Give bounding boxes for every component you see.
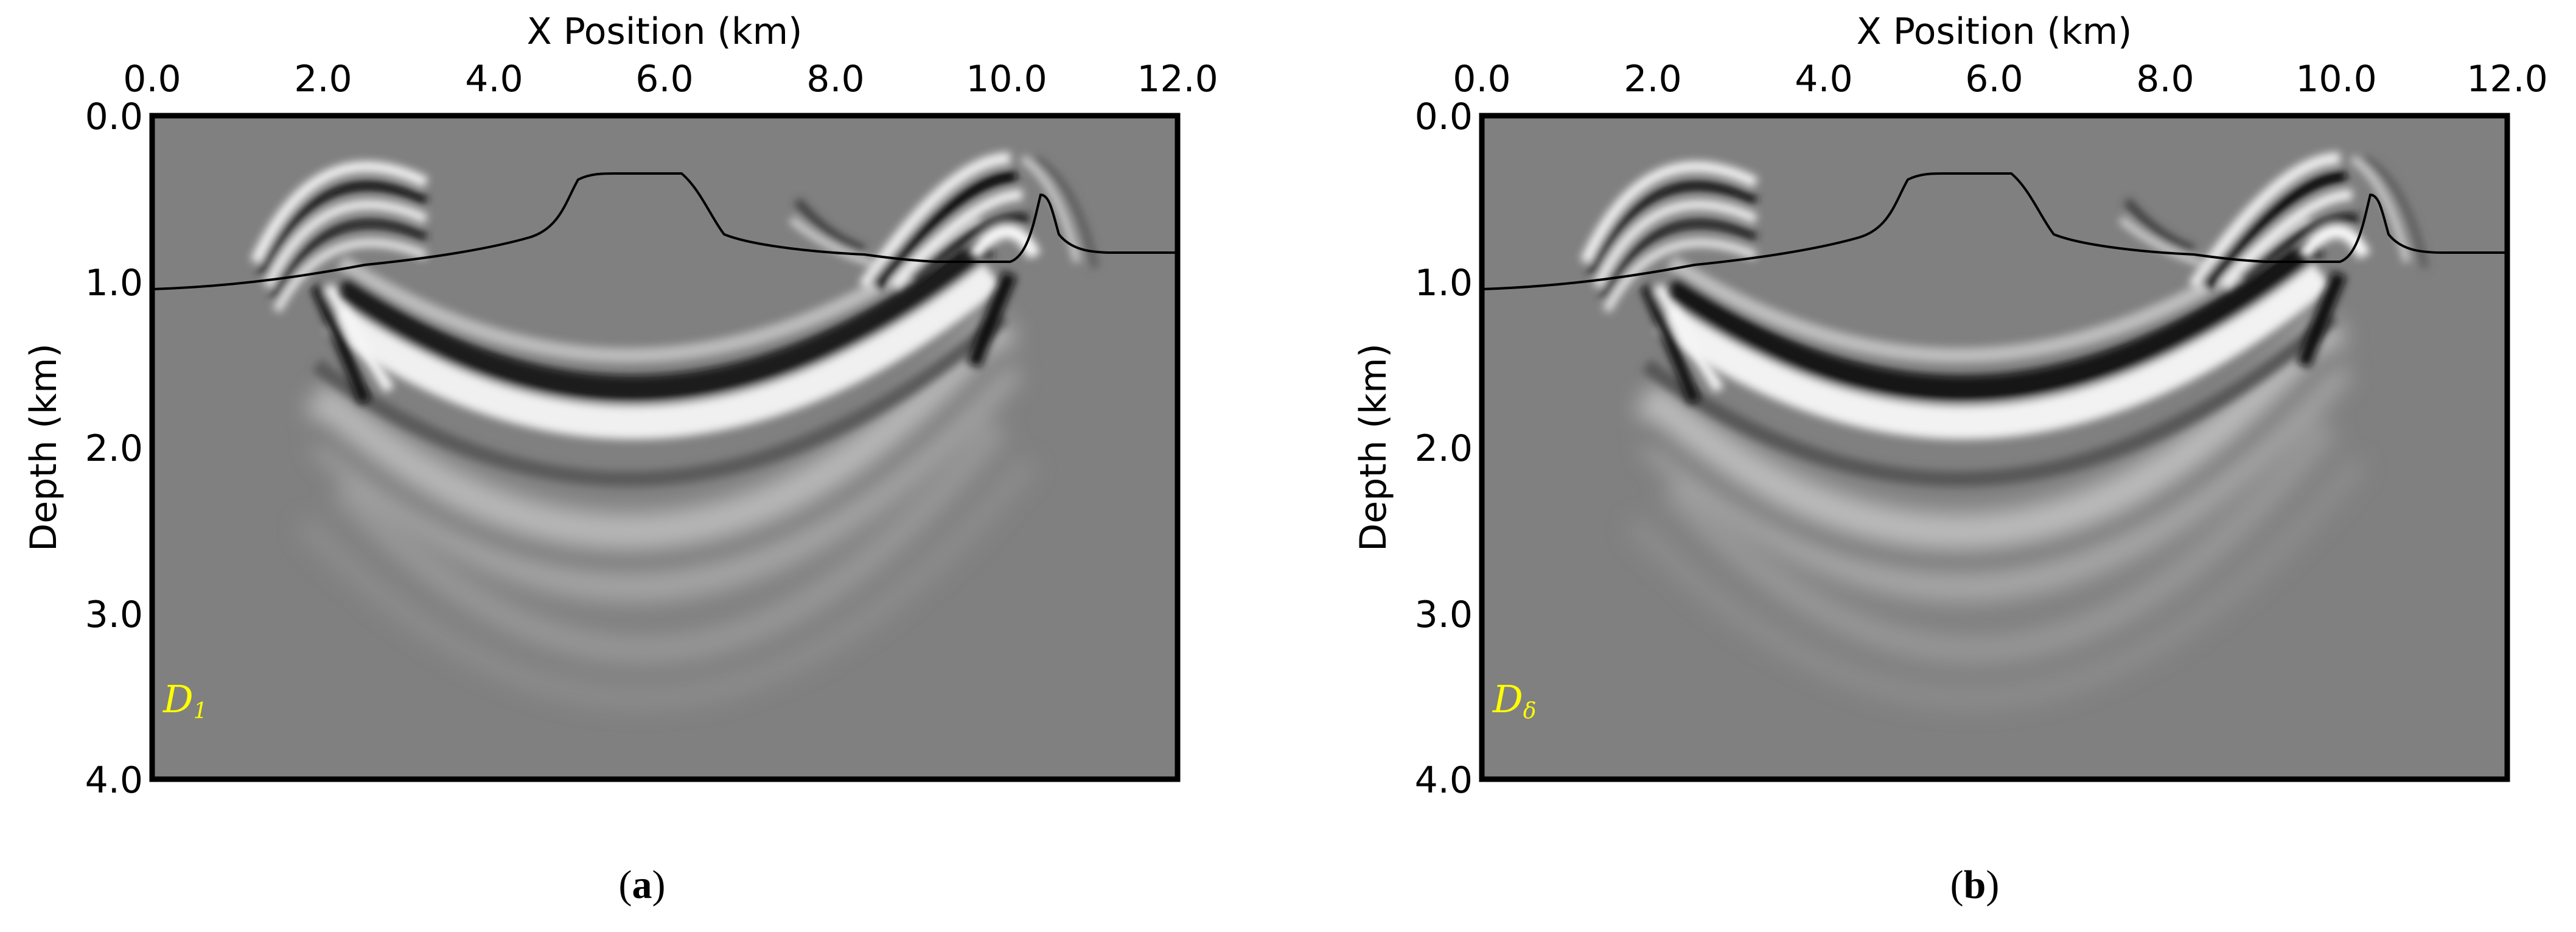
- deep-smile-bands: [298, 310, 1036, 707]
- deep-smile-bands: [1627, 310, 2365, 707]
- plot-frame: [149, 113, 1181, 782]
- near-surface-rings-left: [1580, 161, 1759, 404]
- wavefield-smile: [1580, 152, 2429, 707]
- wavefield-smile: [250, 152, 1099, 707]
- x-tick-label: 6.0: [1965, 58, 2023, 100]
- near-surface-rings-left: [250, 161, 429, 404]
- x-tick-labels: 0.0 2.0 4.0 6.0 8.0 10.0 12.0: [123, 58, 1218, 100]
- x-tick-label: 6.0: [635, 58, 693, 100]
- x-tick-label: 8.0: [2136, 58, 2194, 100]
- y-tick-label: 2.0: [85, 427, 143, 470]
- panel-tag: D1: [162, 677, 208, 724]
- x-axis-title: X Position (km): [1857, 10, 2132, 53]
- y-tick-label: 0.0: [1415, 96, 1473, 138]
- panel-tag: Dδ: [1492, 677, 1536, 724]
- y-axis-title: Depth (km): [23, 343, 65, 552]
- y-tick-label: 1.0: [1415, 262, 1473, 304]
- x-axis-title: X Position (km): [527, 10, 803, 53]
- seismic-image: [1482, 116, 2507, 779]
- x-tick-label: 4.0: [465, 58, 523, 100]
- y-tick-label: 0.0: [85, 96, 143, 138]
- seismic-image: [152, 116, 1178, 779]
- panel-b: X Position (km) 0.0 2.0 4.0 6.0 8.0 10.0…: [1352, 10, 2548, 907]
- y-tick-label: 2.0: [1415, 427, 1473, 470]
- y-tick-labels: 0.0 1.0 2.0 3.0 4.0: [85, 96, 143, 802]
- x-tick-label: 10.0: [2295, 58, 2377, 100]
- x-tick-label: 8.0: [806, 58, 864, 100]
- y-tick-label: 4.0: [85, 759, 143, 802]
- salt-body-outline: [1482, 172, 2507, 290]
- panel-a: X Position (km) 0.0 2.0 4.0 6.0 8.0 10.0…: [23, 10, 1218, 907]
- y-tick-label: 1.0: [85, 262, 143, 304]
- x-tick-label: 12.0: [2466, 58, 2548, 100]
- x-tick-label: 4.0: [1795, 58, 1852, 100]
- x-tick-label: 0.0: [1453, 58, 1510, 100]
- x-tick-label: 10.0: [966, 58, 1047, 100]
- x-tick-label: 12.0: [1137, 58, 1218, 100]
- salt-body-outline: [152, 172, 1178, 290]
- x-tick-label: 2.0: [294, 58, 352, 100]
- y-tick-label: 3.0: [1415, 594, 1473, 636]
- y-tick-label: 3.0: [85, 594, 143, 636]
- y-axis-title: Depth (km): [1352, 343, 1395, 552]
- plot-frame: [1479, 113, 2510, 782]
- x-tick-labels: 0.0 2.0 4.0 6.0 8.0 10.0 12.0: [1453, 58, 2548, 100]
- subfigure-caption: (b): [1950, 863, 2000, 907]
- x-tick-label: 2.0: [1624, 58, 1681, 100]
- y-tick-label: 4.0: [1415, 759, 1473, 802]
- subfigure-caption: (a): [619, 863, 666, 907]
- x-tick-label: 0.0: [123, 58, 181, 100]
- strong-smile-bands: [312, 213, 1010, 487]
- y-tick-labels: 0.0 1.0 2.0 3.0 4.0: [1415, 96, 1473, 802]
